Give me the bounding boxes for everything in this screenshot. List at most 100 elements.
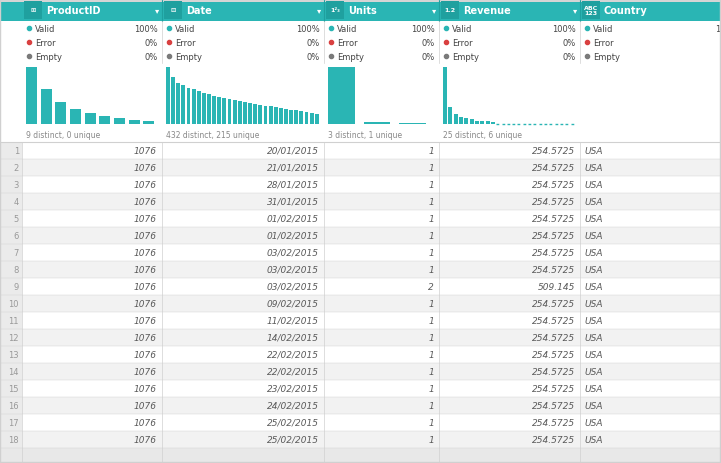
Bar: [182, 86, 185, 125]
Bar: [212, 96, 216, 125]
Text: 1076: 1076: [134, 350, 157, 359]
Bar: [223, 99, 226, 125]
Text: ProductID: ProductID: [46, 6, 100, 16]
Text: 1: 1: [428, 265, 434, 275]
Text: 1076: 1076: [134, 367, 157, 376]
Text: 1: 1: [428, 300, 434, 308]
Text: 1076: 1076: [134, 181, 157, 189]
Bar: [580, 0, 721, 22]
Text: 2: 2: [428, 282, 434, 291]
Bar: [207, 95, 211, 125]
Text: 16: 16: [9, 401, 19, 410]
Bar: [448, 108, 452, 125]
Text: 14: 14: [9, 367, 19, 376]
Bar: [439, 0, 580, 22]
Bar: [176, 84, 180, 125]
Text: 1: 1: [428, 198, 434, 206]
Text: Valid: Valid: [35, 25, 56, 33]
Text: Error: Error: [175, 38, 195, 47]
Text: 01/02/2015: 01/02/2015: [267, 214, 319, 224]
Bar: [162, 0, 324, 22]
Bar: [70, 109, 81, 125]
Bar: [0, 176, 721, 194]
Bar: [0, 431, 721, 448]
Bar: [475, 121, 479, 125]
Bar: [22, 0, 162, 22]
Bar: [253, 105, 257, 125]
Text: 17: 17: [9, 418, 19, 427]
Bar: [363, 122, 390, 125]
Text: Units: Units: [348, 6, 377, 16]
Text: 03/02/2015: 03/02/2015: [267, 282, 319, 291]
Text: 1: 1: [428, 384, 434, 393]
Text: USA: USA: [584, 367, 603, 376]
Text: USA: USA: [584, 198, 603, 206]
Text: 1: 1: [14, 147, 19, 156]
Text: 09/02/2015: 09/02/2015: [267, 300, 319, 308]
Bar: [171, 78, 175, 125]
Text: ▾: ▾: [155, 6, 159, 15]
Bar: [40, 89, 52, 125]
Text: 8: 8: [14, 265, 19, 275]
Text: 254.5725: 254.5725: [532, 333, 575, 342]
Bar: [454, 114, 458, 125]
Text: 0%: 0%: [145, 38, 158, 47]
Text: 254.5725: 254.5725: [532, 300, 575, 308]
Text: 254.5725: 254.5725: [532, 350, 575, 359]
Text: Valid: Valid: [452, 25, 472, 33]
Text: 2: 2: [14, 163, 19, 173]
Bar: [0, 0, 721, 3]
Text: Valid: Valid: [593, 25, 614, 33]
Bar: [248, 104, 252, 125]
Text: 254.5725: 254.5725: [532, 181, 575, 189]
Text: 1076: 1076: [134, 316, 157, 325]
Text: 14/02/2015: 14/02/2015: [267, 333, 319, 342]
Text: ▾: ▾: [317, 6, 321, 15]
Text: 1076: 1076: [134, 333, 157, 342]
Text: 0%: 0%: [422, 52, 435, 62]
Bar: [143, 122, 154, 125]
Bar: [197, 92, 200, 125]
Text: 1076: 1076: [134, 384, 157, 393]
Bar: [491, 122, 495, 125]
Bar: [464, 119, 468, 125]
Bar: [328, 68, 355, 125]
Bar: [0, 380, 721, 397]
Bar: [485, 122, 490, 125]
Bar: [0, 160, 721, 176]
Text: Country: Country: [604, 6, 647, 16]
Text: 13: 13: [9, 350, 19, 359]
Text: Valid: Valid: [337, 25, 358, 33]
Text: ▾: ▾: [432, 6, 436, 15]
Bar: [0, 0, 721, 22]
Text: 25/02/2015: 25/02/2015: [267, 418, 319, 427]
Text: ABC
123: ABC 123: [584, 6, 598, 16]
Text: 18: 18: [9, 435, 19, 444]
Bar: [166, 68, 170, 125]
Bar: [243, 103, 247, 125]
Text: 9: 9: [14, 282, 19, 291]
Text: USA: USA: [584, 401, 603, 410]
Text: 01/02/2015: 01/02/2015: [267, 232, 319, 240]
Text: 25/02/2015: 25/02/2015: [267, 435, 319, 444]
Text: 12: 12: [9, 333, 19, 342]
Bar: [264, 106, 267, 125]
Text: 254.5725: 254.5725: [532, 265, 575, 275]
Bar: [0, 194, 22, 211]
Text: 03/02/2015: 03/02/2015: [267, 265, 319, 275]
Text: 100%: 100%: [411, 25, 435, 33]
Bar: [315, 114, 319, 125]
Text: 1: 1: [428, 435, 434, 444]
Bar: [0, 346, 22, 363]
Bar: [0, 397, 22, 414]
Bar: [480, 122, 485, 125]
Text: 254.5725: 254.5725: [532, 435, 575, 444]
Bar: [114, 119, 125, 125]
Bar: [0, 194, 721, 211]
Text: Empty: Empty: [35, 52, 62, 62]
Text: 1: 1: [428, 418, 434, 427]
Text: Empty: Empty: [593, 52, 620, 62]
Text: 1: 1: [428, 333, 434, 342]
Bar: [192, 90, 195, 125]
Text: USA: USA: [584, 214, 603, 224]
